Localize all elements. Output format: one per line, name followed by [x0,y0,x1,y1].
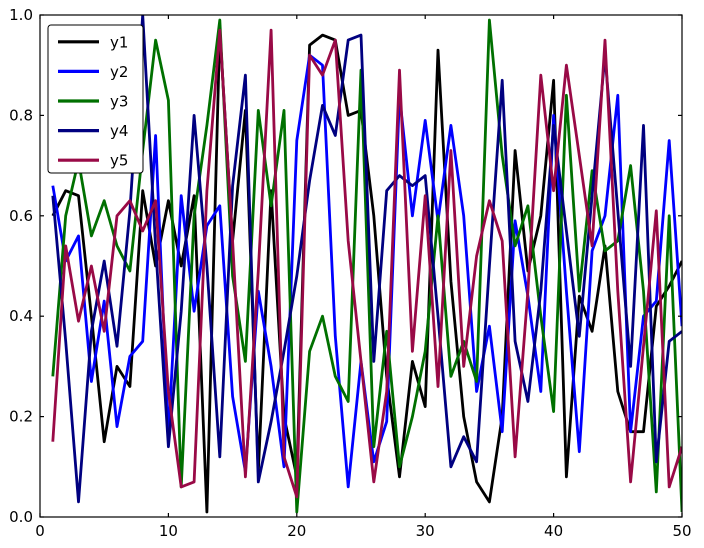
y-tick-label: 0.6 [9,207,33,225]
legend: y1 y2 y3 y4 y5 [47,24,144,174]
y-tick-label: 0.4 [9,307,33,325]
y-tick-label: 1.0 [9,6,33,24]
series-line-y5 [51,28,682,499]
y-tick-label: 0.8 [9,106,33,124]
legend-label-y3: y3 [110,93,128,111]
legend-box [47,24,144,174]
legend-label-y4: y4 [110,122,128,140]
series-line-y4 [51,15,682,504]
legend-label-y5: y5 [110,152,128,170]
x-tick-label: 20 [287,522,306,540]
y-tick-label: 0.0 [9,508,33,526]
legend-label-y1: y1 [110,33,128,51]
x-tick-label: 30 [416,522,435,540]
series-line-y3 [51,18,682,514]
x-tick-label: 0 [35,522,45,540]
series-group [51,15,682,514]
plot-border [39,14,683,518]
y-tick-label: 0.2 [9,408,33,426]
legend-label-y2: y2 [110,63,128,81]
x-tick-label: 40 [544,522,563,540]
x-tick-label: 50 [672,522,691,540]
x-tick-label: 10 [159,522,178,540]
